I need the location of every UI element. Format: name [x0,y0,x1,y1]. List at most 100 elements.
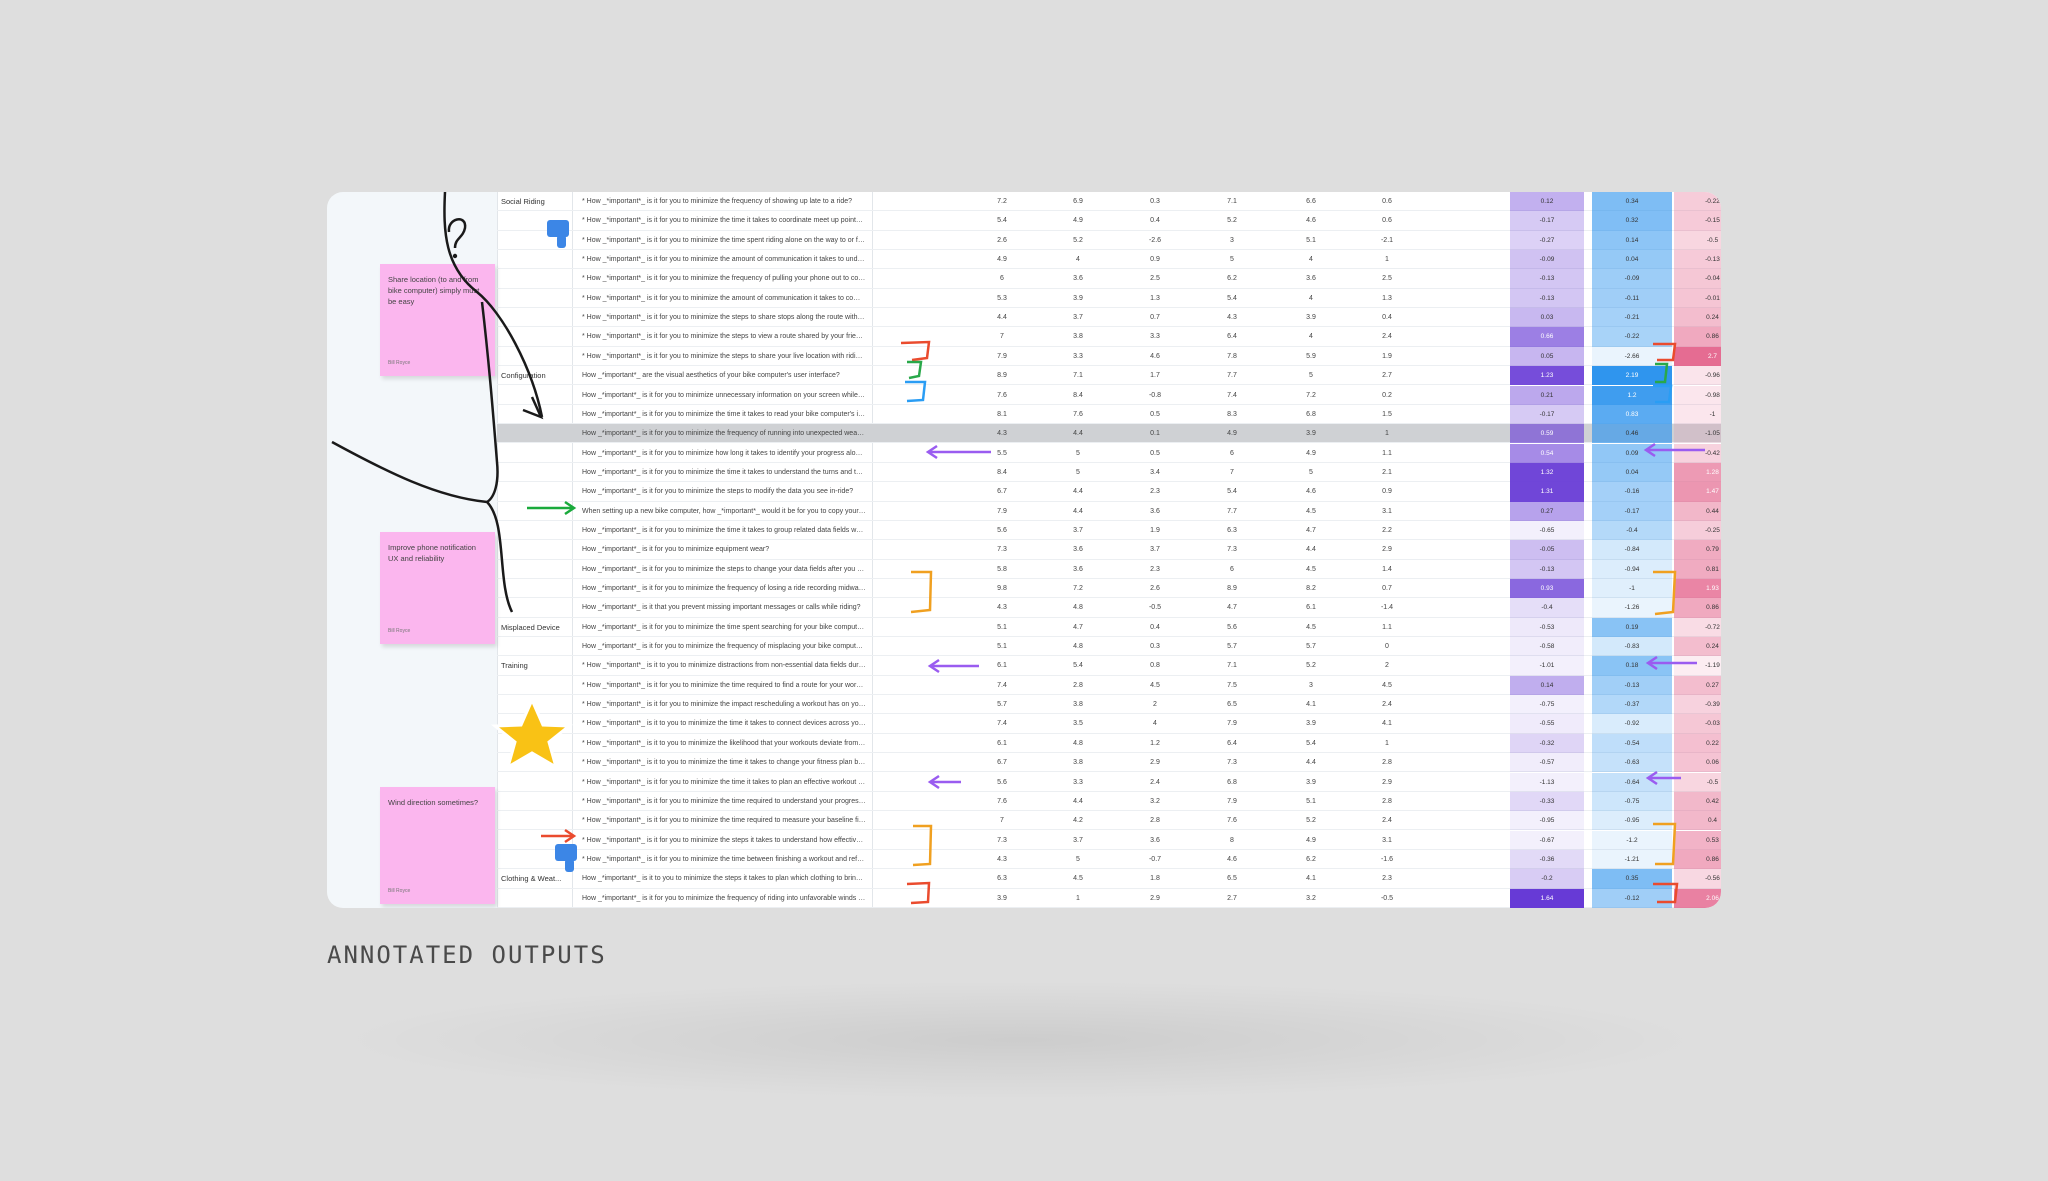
opportunity-heat-cell: -0.13 [1510,269,1584,289]
satisfaction-heat-cell: -0.75 [1592,791,1672,812]
table-row[interactable]: How _*important*_ is it for you to minim… [497,579,1721,599]
table-row[interactable]: How _*important*_ is it for you to minim… [497,540,1721,560]
opportunity-heat-cell: -0.55 [1510,714,1584,734]
table-row[interactable]: Social Riding * How _*important*_ is it f… [497,192,1721,212]
table-row[interactable]: How _*important*_ is it for you to minim… [497,404,1721,425]
table-row[interactable]: * How _*important*_ is it for you to min… [497,288,1721,309]
gap-heat-cell: -1.19 [1674,656,1721,676]
table-row[interactable]: How _*important*_ is it for you to minim… [497,462,1721,483]
gap-heat-cell: 2.7 [1674,346,1721,367]
table-row[interactable]: * How _*important*_ is it for you to min… [497,346,1721,367]
satisfaction-heat-cell: -0.95 [1592,811,1672,831]
spreadsheet: Social Riding * How _*important*_ is it f… [497,192,1721,908]
score-cell: 3.9 [1073,294,1083,302]
table-row[interactable]: How _*important*_ is it for you to minim… [497,385,1721,405]
score-cell: 0.3 [1150,198,1160,205]
score-cell: 4.6 [1227,855,1237,863]
score-cell: 0.1 [1150,430,1160,438]
score-cell: 7.2 [1073,585,1083,592]
table-row[interactable]: * How _*important*_ is it for you to min… [497,230,1721,250]
score-cell: 7.1 [1227,198,1237,205]
score-cell: 6 [1230,565,1234,573]
score-cell: 5.4 [1227,294,1237,302]
table-row[interactable]: How _*important*_ is it that you prevent… [497,598,1721,618]
score-cell: 5.2 [1073,236,1083,244]
score-cell: 6 [1000,275,1004,283]
purple-arrow-annotation [925,444,991,790]
table-row[interactable]: * How _*important*_ is it for you to min… [497,849,1721,870]
table-row[interactable]: When setting up a new bike computer, how… [497,501,1721,521]
opportunity-heat-cell: 0.21 [1510,385,1584,405]
score-cell: 3.6 [1073,546,1083,554]
sticky-note-share-location[interactable]: Share location (to and from bike compute… [380,264,495,376]
gap-heat-cell: -0.39 [1674,695,1721,715]
score-cell: 7.3 [1227,759,1237,767]
score-cell: 1.5 [1382,410,1392,418]
score-cell: 5.7 [997,701,1007,709]
table-row[interactable]: * How _*important*_ is it for you to min… [497,695,1721,715]
table-row[interactable]: * How _*important*_ is it to you to mini… [497,753,1721,773]
score-cell: 4.3 [997,430,1007,438]
table-row[interactable]: * How _*important*_ is it for you to min… [497,675,1721,696]
score-cell: 7.5 [1227,681,1237,689]
table-row[interactable]: * How _*important*_ is it for you to min… [497,830,1721,850]
score-cell: 4.4 [1306,759,1316,767]
table-row[interactable]: * How _*important*_ is it for you to min… [497,308,1721,328]
table-row[interactable]: How _*important*_ is it for you to minim… [497,559,1721,579]
table-row[interactable]: * How _*important*_ is it to you to mini… [497,714,1721,734]
score-cell: 2.9 [1150,894,1160,902]
score-cell: 4.3 [997,604,1007,612]
score-cell: 2.4 [1382,333,1392,341]
table-row[interactable]: How _*important*_ is it for you to minim… [497,443,1721,463]
score-cell: 3.2 [1150,797,1160,805]
sticky-note-phone-notifications[interactable]: Improve phone notification UX and reliab… [380,532,495,644]
score-cell: 2.4 [1150,778,1160,786]
gap-heat-cell: 0.86 [1674,849,1721,870]
satisfaction-heat-cell: -0.11 [1592,288,1672,309]
table-row[interactable]: Configuration How _*important*_ are the v… [497,366,1721,386]
table-row[interactable]: * How _*important*_ is it for you to min… [497,211,1721,231]
table-row[interactable]: How _*important*_ is it for you to minim… [497,424,1721,444]
table-row[interactable]: * How _*important*_ is it for you to min… [497,269,1721,289]
table-row[interactable]: How _*important*_ is it for you to minim… [497,888,1721,908]
satisfaction-heat-cell: 0.14 [1592,230,1672,250]
score-cell: 6.1 [997,739,1007,747]
score-cell: 2.8 [1150,817,1160,825]
table-row[interactable]: How _*important*_ is it for you to minim… [497,637,1721,657]
table-row[interactable]: Misplaced Device How _*important*_ is it … [497,617,1721,637]
table-row[interactable]: How _*important*_ is it for you to minim… [497,482,1721,502]
score-cell: 5 [1076,468,1080,476]
score-cell: 4.4 [1073,507,1083,515]
annotated-spreadsheet-card: Social Riding * How _*important*_ is it f… [327,192,1721,908]
table-row[interactable]: * How _*important*_ is it for you to min… [497,811,1721,831]
gap-heat-cell: -0.25 [1674,520,1721,541]
score-cell: 2.9 [1382,546,1392,554]
opportunity-heat-cell: -0.17 [1510,211,1584,231]
table-row[interactable]: * How _*important*_ is it to you to mini… [497,733,1721,754]
table-row[interactable]: * How _*important*_ is it for you to min… [497,327,1721,347]
gap-heat-cell: -0.13 [1674,250,1721,270]
score-cell: 3.2 [1306,894,1316,902]
opportunity-heat-cell: -0.32 [1510,733,1584,754]
question-mark-doodle [447,218,467,249]
table-row[interactable]: * How _*important*_ is it for you to min… [497,250,1721,270]
opportunity-heat-cell: -0.17 [1510,404,1584,425]
score-cell: 5.7 [1227,643,1237,651]
table-row[interactable]: Clothing & Weat... How _*important*_ is i… [497,869,1721,889]
opportunity-heat-cell: -1.01 [1510,656,1584,676]
satisfaction-heat-cell: 0.04 [1592,462,1672,483]
opportunity-heat-cell: 0.66 [1510,327,1584,347]
table-row[interactable]: How _*important*_ is it for you to minim… [497,520,1721,541]
score-cell: 5.4 [1306,739,1316,747]
score-cell: 7.2 [1306,391,1316,399]
opportunity-heat-cell: -0.65 [1510,520,1584,541]
score-cell: 0.4 [1150,217,1160,225]
score-cell: 3 [1230,236,1234,244]
table-row[interactable]: * How _*important*_ is it for you to min… [497,791,1721,812]
opportunity-heat-cell: 0.14 [1510,675,1584,696]
score-cell: 0.3 [1150,643,1160,651]
score-cell: 6.4 [1227,333,1237,341]
sticky-note-wind-direction[interactable]: Wind direction sometimes? Bill Royce [380,787,495,904]
bracket-annotations-right [1653,342,1679,904]
score-cell: 4.5 [1382,681,1392,689]
